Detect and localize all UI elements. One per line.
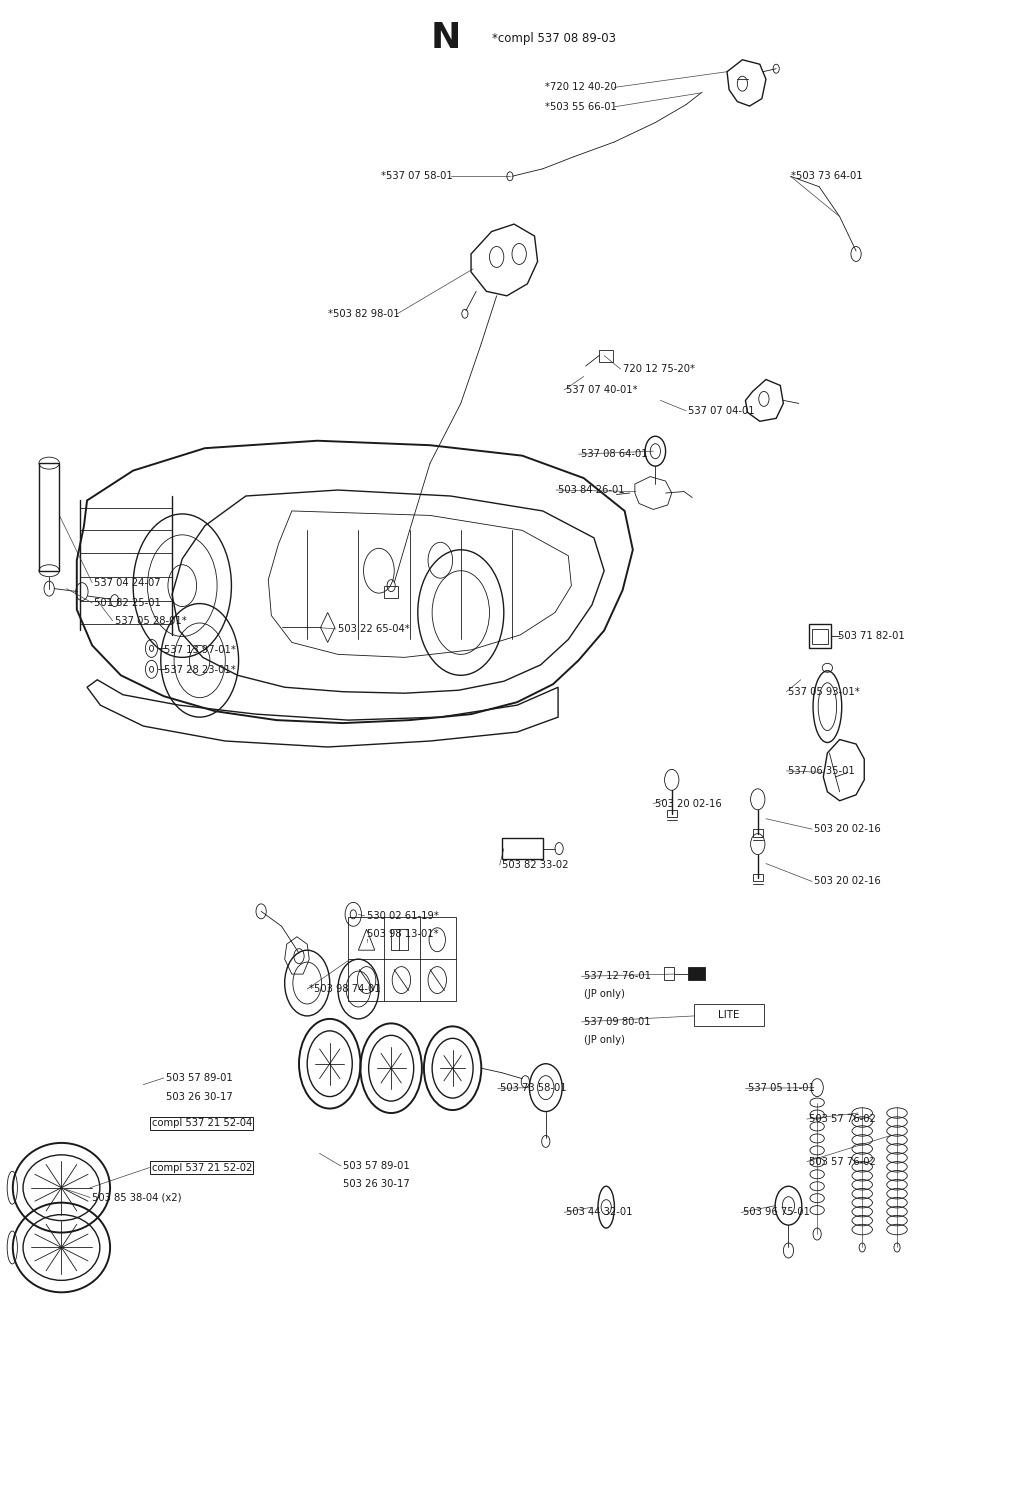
Text: 501 82 25-01: 501 82 25-01 (94, 598, 161, 608)
Text: 503 73 58-01: 503 73 58-01 (500, 1083, 566, 1094)
Text: 537 08 64-01: 537 08 64-01 (581, 450, 647, 459)
Text: 537 09 80-01: 537 09 80-01 (584, 1017, 650, 1026)
Text: 720 12 75-20*: 720 12 75-20* (623, 365, 694, 374)
Bar (812, 629, 828, 644)
Text: 537 05 11-01: 537 05 11-01 (748, 1083, 814, 1094)
Bar (391, 929, 408, 950)
Text: 537 06 35-01: 537 06 35-01 (788, 766, 855, 775)
Text: *537 07 58-01: *537 07 58-01 (381, 172, 453, 181)
Text: 537 07 04-01: 537 07 04-01 (688, 406, 755, 415)
Text: 530 02 61-19*: 530 02 61-19* (367, 911, 438, 920)
Text: 503 57 76-02: 503 57 76-02 (809, 1115, 876, 1123)
Text: (JP only): (JP only) (584, 1035, 625, 1044)
Bar (809, 624, 831, 648)
Text: 503 82 33-02: 503 82 33-02 (502, 861, 568, 870)
Bar (694, 1004, 764, 1026)
Text: *720 12 40-20: *720 12 40-20 (545, 82, 616, 93)
Text: 537 07 40-01*: 537 07 40-01* (566, 385, 638, 394)
Text: N: N (430, 21, 461, 55)
Text: LITE: LITE (719, 1010, 739, 1020)
Bar (667, 810, 677, 817)
Text: *503 55 66-01: *503 55 66-01 (545, 102, 616, 112)
Text: 537 13 97-01*: 537 13 97-01* (164, 645, 236, 654)
Text: (JP only): (JP only) (584, 989, 625, 999)
Text: *503 73 64-01: *503 73 64-01 (791, 172, 862, 181)
Text: !: ! (366, 938, 368, 944)
Text: 503 20 02-16: 503 20 02-16 (814, 825, 881, 834)
Text: 503 26 30-17: 503 26 30-17 (166, 1092, 232, 1101)
Text: 503 26 30-17: 503 26 30-17 (343, 1179, 410, 1189)
Text: *503 82 98-01: *503 82 98-01 (328, 309, 399, 318)
Bar (753, 874, 763, 881)
Text: 503 98 13-01*: 503 98 13-01* (367, 929, 438, 940)
Text: 537 28 23-01*: 537 28 23-01* (164, 665, 236, 675)
Bar (39, 463, 59, 571)
Text: 537 05 28-01*: 537 05 28-01* (115, 616, 186, 626)
Bar (599, 350, 613, 362)
Bar (384, 586, 398, 598)
Text: compl 537 21 52-02: compl 537 21 52-02 (152, 1162, 252, 1173)
Bar (688, 967, 705, 980)
Text: 503 71 82-01: 503 71 82-01 (838, 632, 904, 641)
Text: 503 20 02-16: 503 20 02-16 (655, 799, 722, 808)
Text: 537 12 76-01: 537 12 76-01 (584, 971, 650, 982)
Text: 537 04 24-07: 537 04 24-07 (94, 578, 161, 587)
Text: *503 98 74-01: *503 98 74-01 (309, 985, 381, 994)
Bar (348, 917, 456, 1001)
Text: 503 57 89-01: 503 57 89-01 (343, 1161, 410, 1171)
Text: 503 44 32-01: 503 44 32-01 (566, 1207, 633, 1218)
Text: 503 20 02-16: 503 20 02-16 (814, 877, 881, 886)
Text: 537 05 93-01*: 537 05 93-01* (788, 687, 860, 696)
Text: 503 96 75-01: 503 96 75-01 (743, 1207, 810, 1218)
Text: compl 537 21 52-04: compl 537 21 52-04 (152, 1119, 252, 1128)
Text: 503 57 89-01: 503 57 89-01 (166, 1073, 232, 1083)
Bar (664, 967, 674, 980)
Bar (502, 838, 543, 859)
Text: 503 84 26-01: 503 84 26-01 (558, 486, 625, 495)
Bar (753, 829, 763, 837)
Text: *compl 537 08 89-03: *compl 537 08 89-03 (492, 31, 615, 45)
Text: 503 85 38-04 (x2): 503 85 38-04 (x2) (92, 1192, 181, 1203)
Text: 503 57 76-02: 503 57 76-02 (809, 1156, 876, 1167)
Text: 503 22 65-04*: 503 22 65-04* (338, 624, 410, 633)
